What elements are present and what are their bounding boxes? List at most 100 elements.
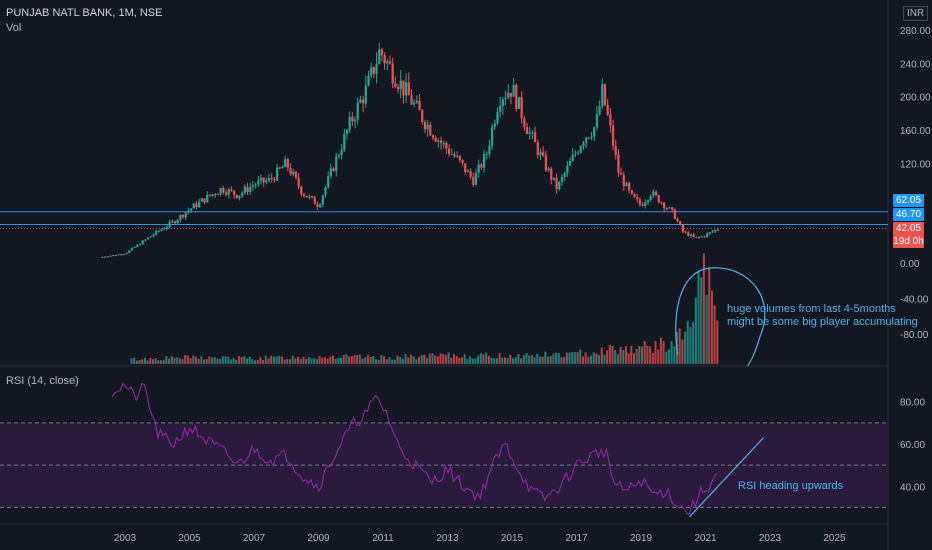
volume-bar [151,359,154,364]
candle-body [566,165,569,174]
volume-axis-tick: 0.00 [900,259,920,270]
candle-body [630,190,633,194]
time-axis-tick: 2011 [372,533,394,544]
volume-bar [442,354,445,364]
volume-bar [614,350,617,364]
volume-bar [439,353,442,364]
volume-bar [310,358,313,364]
volume-axis-tick: -40.00 [900,295,929,306]
volume-bar [444,355,447,364]
volume-bar [262,359,265,364]
volume-bar [606,350,609,364]
volume-bar [590,355,593,364]
volume-bar [216,358,219,364]
candle-body [603,84,607,106]
candle-body [472,176,475,185]
candle-body [590,136,593,138]
volume-bar [213,356,216,364]
price-axis-tick: 160.00 [900,126,931,137]
volume-bar [670,341,673,364]
volume-bar [280,356,283,364]
candle-body [488,145,491,154]
volume-annotation-line1: huge volumes from last 4-5months [727,303,896,315]
candle-body [262,177,265,183]
rsi-axis-tick: 60.00 [900,440,925,451]
candle-body [391,63,394,84]
candle-body [697,237,701,239]
candle-body [638,199,642,205]
volume-bar [667,349,670,364]
volume-bar [506,358,509,364]
volume-bar [186,355,189,364]
candle-body [534,132,537,143]
volume-bar [302,356,305,364]
candle-body [278,167,281,169]
candle-body [319,204,322,207]
candle-body [474,172,478,185]
candle-body [246,186,249,193]
volume-bar [512,358,515,364]
volume-bar [619,346,622,364]
candle-body [211,194,214,196]
volume-bar [560,357,563,364]
candle-body [147,237,150,240]
volume-bar [684,331,687,364]
volume-bar [641,346,644,364]
volume-bar [211,357,214,364]
volume-bar [369,357,372,364]
candle-body [466,170,470,173]
volume-bar [428,353,431,364]
volume-bar [665,351,668,364]
candle-body [477,164,480,173]
candle-body [439,140,443,144]
volume-bar [635,348,638,364]
volume-bar [200,356,203,364]
candle-body [171,221,174,223]
candle-body [190,208,193,211]
volume-bar [364,357,367,364]
candle-body [402,80,405,96]
volume-bar [208,356,211,364]
candle-body [300,186,303,195]
candle-body [316,204,319,207]
volume-bar [248,356,251,364]
candle-body [708,232,711,234]
candle-body [595,114,599,128]
volume-bar [579,349,582,364]
volume-bar [584,352,587,364]
volume-bar [232,358,235,364]
volume-bar [536,353,539,364]
volume-bar [450,357,453,364]
candle-body [297,177,300,187]
volume-bar [649,346,652,364]
candle-body [469,170,472,177]
candle-body [241,192,244,196]
candle-body [273,179,276,181]
rsi-axis-tick: 80.00 [900,398,925,409]
volume-bar [633,353,636,364]
volume-bar [270,355,273,364]
volume-bar [272,356,275,364]
candle-body [547,168,550,171]
candle-body [230,189,233,191]
currency-button[interactable]: INR [903,6,929,21]
volume-bar [332,355,335,364]
candle-body [313,197,316,205]
volume-bar [315,359,318,364]
candle-body [160,229,163,231]
candle-body [176,220,179,224]
volume-bar [630,345,633,364]
candle-body [536,142,539,156]
candle-body [216,193,220,195]
candle-body [657,195,660,203]
rsi-trend-line [688,437,764,518]
volume-bar [297,356,300,364]
volume-bar [490,357,493,364]
volume-bar [194,356,197,364]
candle-body [689,234,693,236]
candle-body [112,255,115,257]
volume-bar [657,349,660,364]
volume-bar [530,355,533,364]
time-axis-tick: 2021 [694,533,717,544]
